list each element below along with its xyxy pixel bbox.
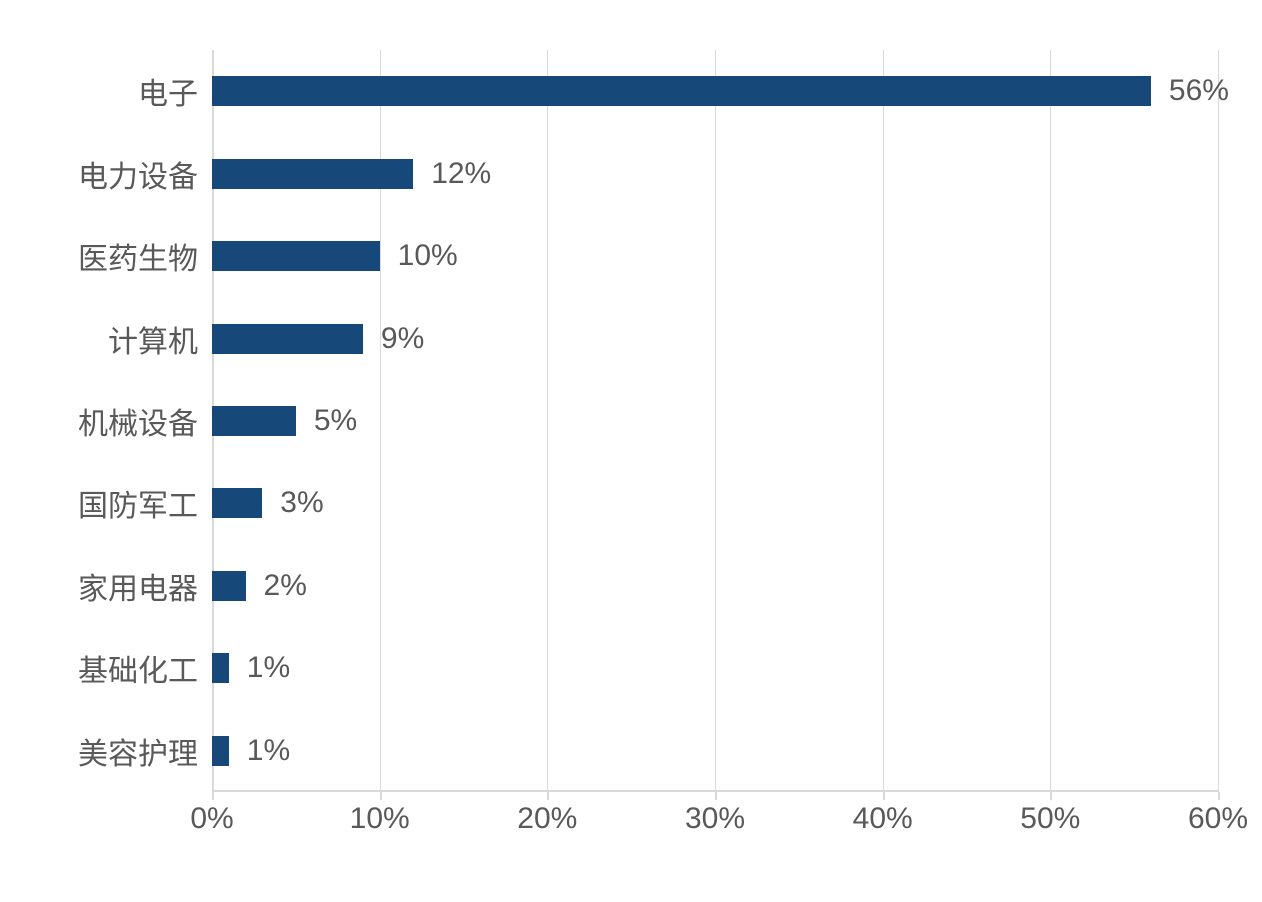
category-label: 电子 (40, 69, 198, 113)
bar-value-label: 1% (247, 734, 290, 768)
x-tick-label: 20% (517, 802, 577, 836)
bar (212, 488, 262, 518)
bar (212, 76, 1151, 106)
gridline (715, 50, 716, 792)
bar-value-label: 10% (398, 239, 458, 273)
bar (212, 406, 296, 436)
plot-area (212, 50, 1218, 792)
category-label: 国防军工 (40, 481, 198, 525)
bar-value-label: 9% (381, 322, 424, 356)
category-label: 家用电器 (40, 564, 198, 608)
category-label: 计算机 (40, 317, 198, 361)
x-tick-label: 60% (1188, 802, 1248, 836)
bar (212, 653, 229, 683)
x-tick (1050, 792, 1052, 800)
category-label: 美容护理 (40, 729, 198, 773)
category-label: 电力设备 (40, 152, 198, 196)
x-tick (212, 792, 214, 800)
bar-value-label: 3% (280, 486, 323, 520)
x-tick (715, 792, 717, 800)
bar-value-label: 1% (247, 651, 290, 685)
x-tick-label: 10% (350, 802, 410, 836)
gridline (883, 50, 884, 792)
bar (212, 159, 413, 189)
bar (212, 324, 363, 354)
bar-value-label: 2% (264, 569, 307, 603)
x-tick-label: 40% (853, 802, 913, 836)
category-label: 医药生物 (40, 234, 198, 278)
bar-value-label: 56% (1169, 74, 1229, 108)
bar (212, 736, 229, 766)
gridline (1050, 50, 1051, 792)
x-tick (547, 792, 549, 800)
gridline (547, 50, 548, 792)
x-tick-label: 30% (685, 802, 745, 836)
gridline (1218, 50, 1219, 792)
category-label: 基础化工 (40, 646, 198, 690)
x-tick-label: 50% (1020, 802, 1080, 836)
bar-value-label: 12% (431, 157, 491, 191)
x-tick (380, 792, 382, 800)
category-label: 机械设备 (40, 399, 198, 443)
bar-value-label: 5% (314, 404, 357, 438)
bar (212, 241, 380, 271)
x-tick (883, 792, 885, 800)
bar-chart: 0%10%20%30%40%50%60% 电子电力设备医药生物计算机机械设备国防… (40, 50, 1220, 870)
x-tick-label: 0% (190, 802, 233, 836)
x-tick (1218, 792, 1220, 800)
bar (212, 571, 246, 601)
